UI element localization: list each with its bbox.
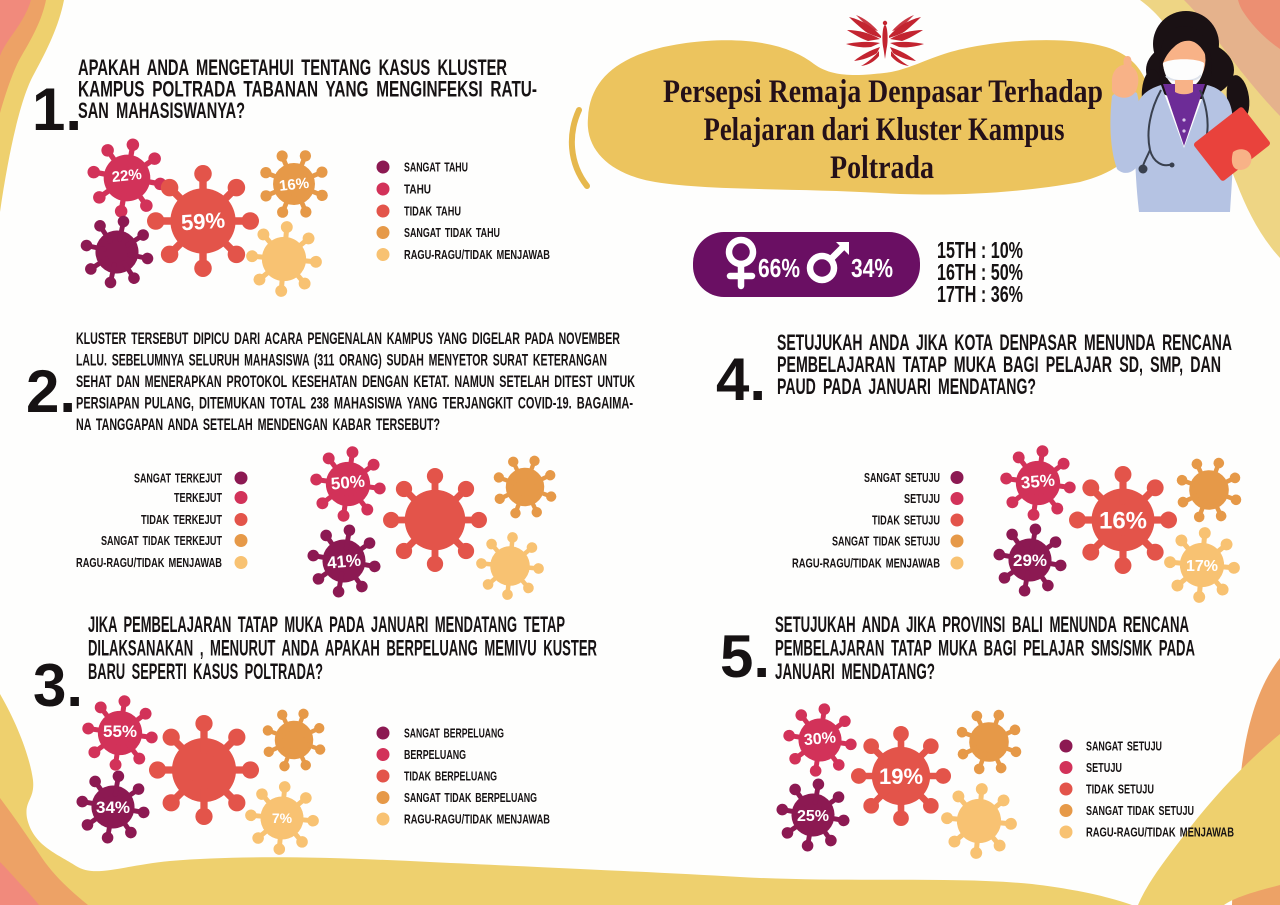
svg-text:KAMPUS POLTRADA TABANAN YANG M: KAMPUS POLTRADA TABANAN YANG MENGINFEKSI… [78, 77, 537, 102]
svg-text:JIKA PEMBELAJARAN TATAP MUKA P: JIKA PEMBELAJARAN TATAP MUKA PADA JANUAR… [88, 612, 565, 637]
svg-text:29%: 29% [1013, 551, 1047, 570]
svg-text:SETUJU: SETUJU [1086, 760, 1122, 775]
svg-text:PAUD PADA JANUARI MENDATANG?: PAUD PADA JANUARI MENDATANG? [777, 374, 1036, 399]
svg-text:5.: 5. [720, 623, 770, 690]
svg-text:16TH : 50%: 16TH : 50% [937, 259, 1023, 285]
svg-text:BARU SEPERTI KASUS POLTRADA?: BARU SEPERTI KASUS POLTRADA? [88, 659, 323, 684]
svg-text:34%: 34% [851, 253, 893, 283]
svg-text:15TH : 10%: 15TH : 10% [937, 237, 1023, 263]
svg-text:2.: 2. [26, 358, 76, 425]
svg-text:SANGAT BERPELUANG: SANGAT BERPELUANG [404, 726, 504, 741]
svg-text:22%: 22% [111, 166, 143, 186]
svg-text:TIDAK TAHU: TIDAK TAHU [404, 204, 461, 219]
svg-text:TERKEJUT: TERKEJUT [174, 490, 222, 505]
svg-text:55%: 55% [103, 722, 137, 741]
svg-text:TAHU: TAHU [404, 182, 431, 197]
svg-text:50%: 50% [330, 472, 366, 494]
svg-text:SAN MAHASISWANYA?: SAN MAHASISWANYA? [78, 98, 245, 123]
svg-text:66%: 66% [758, 253, 800, 283]
svg-text:25%: 25% [797, 808, 829, 825]
svg-text:PEMBELAJARAN TATAP MUKA BAGI P: PEMBELAJARAN TATAP MUKA BAGI PELAJAR SD,… [777, 352, 1221, 377]
svg-text:35%: 35% [1020, 471, 1056, 493]
svg-text:BERPELUANG: BERPELUANG [404, 747, 466, 762]
svg-text:SEHAT DAN MENERAPKAN PROTOKOL: SEHAT DAN MENERAPKAN PROTOKOL KESEHATAN … [76, 372, 635, 391]
svg-text:3.: 3. [33, 652, 83, 719]
svg-text:SETUJU: SETUJU [904, 491, 940, 506]
svg-text:KLUSTER TERSEBUT DIPICU DARI A: KLUSTER TERSEBUT DIPICU DARI ACARA PENGE… [76, 329, 620, 348]
svg-text:SANGAT TIDAK TAHU: SANGAT TIDAK TAHU [404, 225, 500, 240]
svg-text:RAGU-RAGU/TIDAK MENJAWAB: RAGU-RAGU/TIDAK MENJAWAB [792, 556, 940, 571]
svg-text:34%: 34% [96, 798, 130, 817]
svg-text:17%: 17% [1186, 558, 1218, 575]
svg-text:SANGAT SETUJU: SANGAT SETUJU [864, 470, 940, 485]
svg-text:SETUJUKAH ANDA JIKA PROVINSI B: SETUJUKAH ANDA JIKA PROVINSI BALI MENUND… [775, 612, 1189, 637]
svg-text:SANGAT SETUJU: SANGAT SETUJU [1086, 739, 1162, 754]
svg-text:1.: 1. [32, 76, 82, 143]
svg-text:SETUJUKAH ANDA JIKA KOTA DENPA: SETUJUKAH ANDA JIKA KOTA DENPASAR MENUND… [777, 330, 1232, 355]
svg-text:17TH : 36%: 17TH : 36% [937, 281, 1023, 307]
svg-text:SANGAT TIDAK SETUJU: SANGAT TIDAK SETUJU [1086, 803, 1194, 818]
svg-text:4.: 4. [716, 346, 766, 413]
svg-text:Pelajaran dari Kluster Kampus: Pelajaran dari Kluster Kampus [704, 112, 1065, 148]
svg-text:SANGAT TIDAK BERPELUANG: SANGAT TIDAK BERPELUANG [404, 790, 537, 805]
svg-text:APAKAH ANDA MENGETAHUI TENTANG: APAKAH ANDA MENGETAHUI TENTANG KASUS KLU… [78, 55, 507, 80]
svg-text:TIDAK TERKEJUT: TIDAK TERKEJUT [141, 512, 222, 527]
svg-text:SANGAT TIDAK TERKEJUT: SANGAT TIDAK TERKEJUT [101, 533, 222, 548]
svg-text:PEMBELAJARAN TATAP MUKA BAGI P: PEMBELAJARAN TATAP MUKA BAGI PELAJAR SMS… [775, 636, 1195, 661]
svg-text:Poltrada: Poltrada [830, 150, 934, 186]
svg-text:RAGU-RAGU/TIDAK MENJAWAB: RAGU-RAGU/TIDAK MENJAWAB [404, 812, 550, 827]
svg-text:7%: 7% [272, 810, 293, 826]
svg-text:59%: 59% [180, 207, 226, 235]
svg-text:DILAKSANAKAN , MENURUT ANDA AP: DILAKSANAKAN , MENURUT ANDA APAKAH BERPE… [88, 636, 597, 661]
svg-text:TIDAK SETUJU: TIDAK SETUJU [872, 513, 940, 528]
svg-text:Persepsi Remaja Denpasar Terha: Persepsi Remaja Denpasar Terhadap [663, 74, 1103, 110]
svg-text:41%: 41% [326, 551, 362, 573]
svg-text:SANGAT TAHU: SANGAT TAHU [404, 160, 468, 175]
svg-text:RAGU-RAGU/TIDAK MENJAWAB: RAGU-RAGU/TIDAK MENJAWAB [404, 247, 550, 262]
svg-text:LALU. SEBELUMNYA SELURUH MAHAS: LALU. SEBELUMNYA SELURUH MAHASISWA (311 … [76, 351, 607, 370]
svg-text:16%: 16% [1099, 508, 1147, 535]
svg-text:RAGU-RAGU/TIDAK MENJAWAB: RAGU-RAGU/TIDAK MENJAWAB [76, 555, 222, 570]
svg-text:PERSIAPAN PULANG, DITEMUKAN TO: PERSIAPAN PULANG, DITEMUKAN TOTAL 238 MA… [76, 394, 633, 413]
svg-text:RAGU-RAGU/TIDAK MENJAWAB: RAGU-RAGU/TIDAK MENJAWAB [1086, 825, 1234, 840]
svg-text:NA TANGGAPAN ANDA SETELAH MEND: NA TANGGAPAN ANDA SETELAH MENDENGAN KABA… [76, 415, 440, 434]
svg-text:TIDAK BERPELUANG: TIDAK BERPELUANG [404, 769, 497, 784]
svg-text:TIDAK SETUJU: TIDAK SETUJU [1086, 782, 1154, 797]
svg-text:30%: 30% [803, 729, 836, 749]
svg-text:16%: 16% [278, 175, 310, 195]
svg-text:SANGAT TERKEJUT: SANGAT TERKEJUT [134, 471, 222, 486]
svg-text:19%: 19% [879, 764, 923, 789]
svg-text:SANGAT TIDAK SETUJU: SANGAT TIDAK SETUJU [832, 534, 940, 549]
svg-text:JANUARI MENDATANG?: JANUARI MENDATANG? [775, 659, 935, 684]
